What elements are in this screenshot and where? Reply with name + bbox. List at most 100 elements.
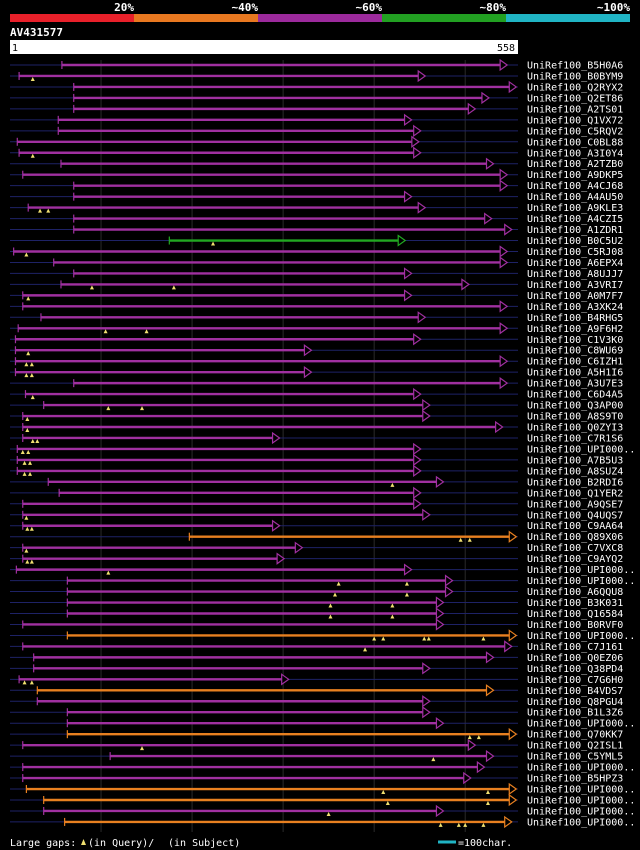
hit-row: UniRef100_A6EPX4 [10,256,623,269]
hit-label: UniRef100_UPI000.. [527,565,635,576]
hit-row: UniRef100_UPI000.. [10,793,635,806]
hit-end-arrow [422,695,431,708]
hit-end-arrow [508,629,518,642]
query-gap-marker [467,735,472,740]
hit-end-arrow [499,179,509,192]
hit-row: UniRef100_A4CZI5 [10,212,623,225]
hit-row: UniRef100_A1ZDR1 [10,223,623,236]
legend-scale-text: =100char. [458,838,512,849]
query-gap-marker [385,800,390,805]
hit-label: UniRef100_Q38PD4 [527,664,623,675]
query-gap-marker [485,790,490,795]
hit-row: UniRef100_UPI000.. [10,629,635,642]
hit-end-arrow [435,607,445,620]
hit-end-arrow [485,651,495,664]
hit-label: UniRef100_UPI000.. [527,444,635,455]
hit-end-arrow [508,530,518,543]
hit-label: UniRef100_A3XK24 [527,302,623,313]
scale-label-1: 20% [114,1,134,14]
hit-label: UniRef100_A8UJJ7 [527,269,623,280]
query-gap-marker [333,592,338,597]
query-gap-marker [20,449,25,454]
hit-end-arrow [461,278,470,291]
scale-segment-1 [10,14,134,22]
hit-label: UniRef100_UPI000.. [527,576,635,587]
hit-label: UniRef100_Q1YER2 [527,488,623,499]
hit-row: UniRef100_A4CJ68 [10,179,623,192]
hit-label: UniRef100_Q8PGU4 [527,697,623,708]
hit-end-arrow [413,333,422,346]
query-gap-marker [30,395,35,400]
hit-end-arrow [422,409,431,423]
hit-label: UniRef100_A1ZDR1 [527,225,623,236]
hit-row: UniRef100_B4VDS7 [10,684,623,697]
hit-row: UniRef100_Q4UQS7 [10,508,623,521]
query-gap-marker [336,581,341,586]
scale-segment-5 [506,14,630,22]
query-gap-marker [25,428,30,433]
hit-end-arrow [435,717,445,730]
query-gap-marker [29,559,34,564]
hit-label: UniRef100_C5RQV2 [527,126,623,137]
scale-label-5: ~100% [597,1,630,14]
query-gap-marker [463,822,468,827]
hit-row: UniRef100_B3K031 [10,596,623,609]
hit-end-arrow [508,728,518,741]
hit-end-arrow [271,519,281,532]
hit-label: UniRef100_C5RJ08 [527,247,623,258]
hit-row: UniRef100_A3XK24 [10,300,623,313]
hit-label: UniRef100_A3I0Y4 [527,148,623,159]
hit-end-arrow [294,541,304,554]
hit-row: UniRef100_A9DKP5 [10,168,623,181]
hit-row: UniRef100_A8S9T0 [10,409,623,423]
hit-end-arrow [271,431,281,445]
query-gap-marker [481,822,486,827]
query-gap-marker [26,449,31,454]
query-gap-marker [390,482,395,487]
hit-label: UniRef100_A9KLE3 [527,203,623,214]
hit-end-arrow [417,311,427,324]
hit-row: UniRef100_A8SUZ4 [10,464,623,477]
hit-label: UniRef100_A6QQU8 [527,587,623,598]
query-gap-marker [38,208,43,213]
hit-row: UniRef100_Q1VX72 [10,113,623,126]
hit-end-arrow [413,486,422,499]
query-gap-marker [140,746,145,751]
legend: Large gaps: (in Query)/ (in Subject) =10… [10,838,512,849]
query-gap-marker [426,636,431,641]
hit-row: UniRef100_C7G6H0 [10,673,623,686]
hit-row: UniRef100_UPI000.. [10,717,635,730]
hit-row: UniRef100_A5H1I6 [10,365,623,379]
hit-label: UniRef100_A9DKP5 [527,170,623,181]
hit-end-arrow [435,804,445,818]
hit-end-arrow [485,749,495,763]
hit-row: UniRef100_C7VXC8 [10,541,623,554]
hit-end-arrow [499,355,509,368]
hit-end-arrow [485,157,495,170]
hit-row: UniRef100_A4AU50 [10,190,623,203]
query-gap-marker [481,636,486,641]
hit-end-arrow [499,168,509,181]
hit-end-arrow [444,585,454,598]
hit-label: UniRef100_B5HPZ3 [527,774,623,785]
hit-end-arrow [467,738,477,752]
query-gap-marker [390,614,395,619]
hit-end-arrow [484,212,493,225]
hit-end-arrow [499,300,509,313]
hit-row: UniRef100_UPI000.. [10,815,635,828]
query-gap-marker [89,285,94,290]
hit-label: UniRef100_UPI000.. [527,817,635,828]
query-gap-marker [422,636,427,641]
hit-row: UniRef100_C8WU69 [10,344,623,357]
query-gap-marker [29,680,34,685]
hit-label: UniRef100_A9QSE7 [527,499,623,510]
hit-row: UniRef100_C9AYQ2 [10,552,623,565]
legend-query-text: (in Query)/ [88,838,154,849]
query-gap-marker [381,636,386,641]
scale-segment-2 [134,14,258,22]
hit-row: UniRef100_Q89X06 [10,530,623,543]
query-gap-marker [404,581,409,586]
query-gap-marker [106,570,111,575]
hit-row: UniRef100_A9F6H2 [10,322,623,335]
query-gap-marker [106,406,111,411]
